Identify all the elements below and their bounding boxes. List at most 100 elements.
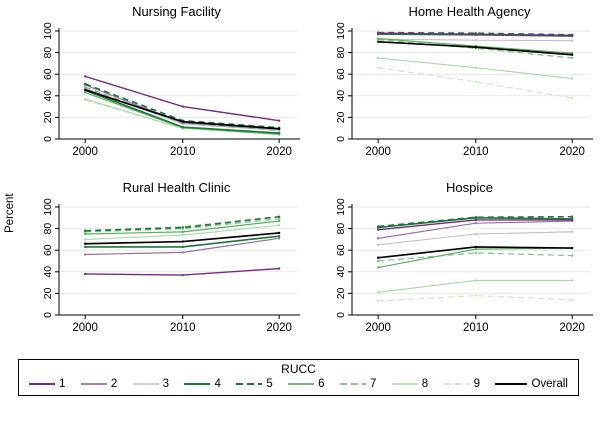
series-marker <box>83 242 87 245</box>
series-marker <box>83 82 87 86</box>
y-tick-label: 40 <box>335 90 347 102</box>
series-line-rucc-7 <box>378 39 573 59</box>
series-marker <box>376 56 380 60</box>
y-tick-label: 80 <box>335 223 347 235</box>
series-line-rucc-5 <box>378 31 573 36</box>
y-tick-label: 60 <box>335 244 347 256</box>
legend-entry-7: 7 <box>339 378 377 390</box>
chart-title: Home Health Agency <box>408 4 531 19</box>
series-marker <box>474 46 477 49</box>
y-tick-label: 80 <box>42 223 54 235</box>
y-tick-label: 80 <box>335 47 347 59</box>
chart-nursing-facility: Nursing Facility 0 20 40 60 80 100 2000 2010 202… <box>13 3 306 179</box>
series-marker <box>83 272 87 276</box>
series-marker <box>181 230 184 234</box>
series-marker <box>83 245 87 249</box>
chart-plot-rural-health-clinic: 0 20 40 60 80 100 2000 2010 2020 <box>42 198 300 334</box>
chart-title: Rural Health Clinic <box>122 180 231 195</box>
y-tick-label: 40 <box>42 90 54 102</box>
y-tick-label: 100 <box>335 198 347 216</box>
x-tick-label: 2010 <box>170 322 196 334</box>
series-line-rucc-8 <box>378 279 573 293</box>
series-marker <box>570 230 574 234</box>
legend-title: RUCC <box>281 362 316 376</box>
legend-label: 2 <box>110 378 118 390</box>
series-marker <box>376 291 380 294</box>
series-marker <box>474 247 477 251</box>
series-marker <box>277 217 281 221</box>
y-tick-label: 20 <box>42 287 54 299</box>
series-marker <box>376 228 380 231</box>
x-tick-label: 2010 <box>463 322 489 334</box>
legend-label: 5 <box>266 378 273 390</box>
series-marker <box>83 238 87 241</box>
series-marker <box>474 279 477 282</box>
series-marker <box>570 53 574 56</box>
series-marker <box>474 66 477 69</box>
series-marker <box>277 219 281 223</box>
series-line-rucc-7 <box>85 218 280 233</box>
series-marker <box>181 105 184 108</box>
legend-swatch <box>132 383 159 385</box>
series-marker <box>570 77 574 80</box>
legend-entry-9: 9 <box>443 378 480 390</box>
legend-box: RUCC 1 2 3 4 5 6 7 8 9 Overall <box>18 359 579 396</box>
legend-label: 4 <box>214 378 221 390</box>
series-marker <box>376 259 380 263</box>
x-tick-label: 2000 <box>365 146 391 158</box>
y-tick-label: 0 <box>335 312 347 318</box>
series-marker <box>376 237 380 240</box>
series-marker <box>83 232 87 236</box>
series-marker <box>570 34 574 37</box>
series-marker <box>474 294 477 297</box>
legend-label: 7 <box>369 378 377 390</box>
y-tick-label: 0 <box>335 136 347 142</box>
legend-row: 1 2 3 4 5 6 7 8 9 Overall <box>29 378 568 390</box>
legend-label: 6 <box>318 378 325 390</box>
y-tick-label: 100 <box>335 22 347 40</box>
series-marker <box>83 253 87 256</box>
series-marker <box>277 267 281 270</box>
legend-entry-6: 6 <box>288 378 325 390</box>
series-marker <box>181 120 184 123</box>
series-marker <box>570 246 574 250</box>
series-marker <box>376 299 380 303</box>
series-marker <box>83 97 87 101</box>
legend-label: Overall <box>531 378 568 390</box>
x-tick-label: 2020 <box>559 146 585 158</box>
y-tick-label: 20 <box>335 287 347 299</box>
legend-entry-2: 2 <box>80 378 118 390</box>
series-marker <box>277 237 281 240</box>
legend-swatch <box>29 383 55 385</box>
y-tick-label: 20 <box>335 111 347 123</box>
series-marker <box>376 31 380 35</box>
series-line-rucc-9 <box>378 295 573 302</box>
series-line-rucc-6 <box>378 247 573 269</box>
series-marker <box>277 127 281 130</box>
series-marker <box>277 224 281 227</box>
legend-swatch <box>288 383 315 385</box>
y-tick-label: 40 <box>42 266 54 278</box>
series-marker <box>376 266 380 269</box>
chart-title: Hospice <box>446 180 493 195</box>
y-tick-label: 60 <box>42 244 54 256</box>
series-line-rucc-7 <box>378 252 573 262</box>
legend-swatch <box>236 382 263 386</box>
y-tick-label: 100 <box>42 22 54 40</box>
series-marker <box>181 273 184 277</box>
legend-label: 1 <box>59 378 66 390</box>
series-marker <box>277 215 281 218</box>
series-marker <box>570 298 574 302</box>
y-tick-label: 20 <box>42 111 54 123</box>
legend-swatch <box>339 383 366 385</box>
chart-title: Nursing Facility <box>132 4 221 19</box>
series-marker <box>277 234 281 238</box>
series-marker <box>181 233 184 237</box>
series-marker <box>376 40 380 43</box>
series-marker <box>474 216 477 219</box>
x-tick-label: 2000 <box>72 322 98 334</box>
legend-entry-overall: Overall <box>495 378 568 390</box>
series-line-rucc-5 <box>378 215 573 228</box>
chart-plot-home-health-agency: 0 20 40 60 80 100 2000 2010 2020 <box>335 22 593 158</box>
